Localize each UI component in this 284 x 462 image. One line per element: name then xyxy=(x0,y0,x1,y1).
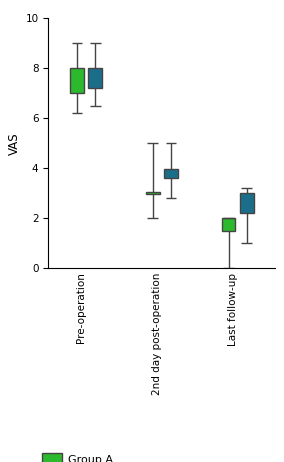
Text: Pre-operation: Pre-operation xyxy=(76,273,86,343)
Text: Last follow-up: Last follow-up xyxy=(227,273,238,346)
Bar xyxy=(88,68,102,88)
Y-axis label: VAS: VAS xyxy=(8,132,21,154)
Legend: Group A, Group B: Group A, Group B xyxy=(43,453,113,462)
Bar xyxy=(240,193,254,213)
Bar xyxy=(222,218,235,231)
Text: 2nd day post-operation: 2nd day post-operation xyxy=(152,273,162,395)
Bar xyxy=(146,192,160,195)
Bar xyxy=(70,68,84,93)
Bar xyxy=(164,170,178,178)
